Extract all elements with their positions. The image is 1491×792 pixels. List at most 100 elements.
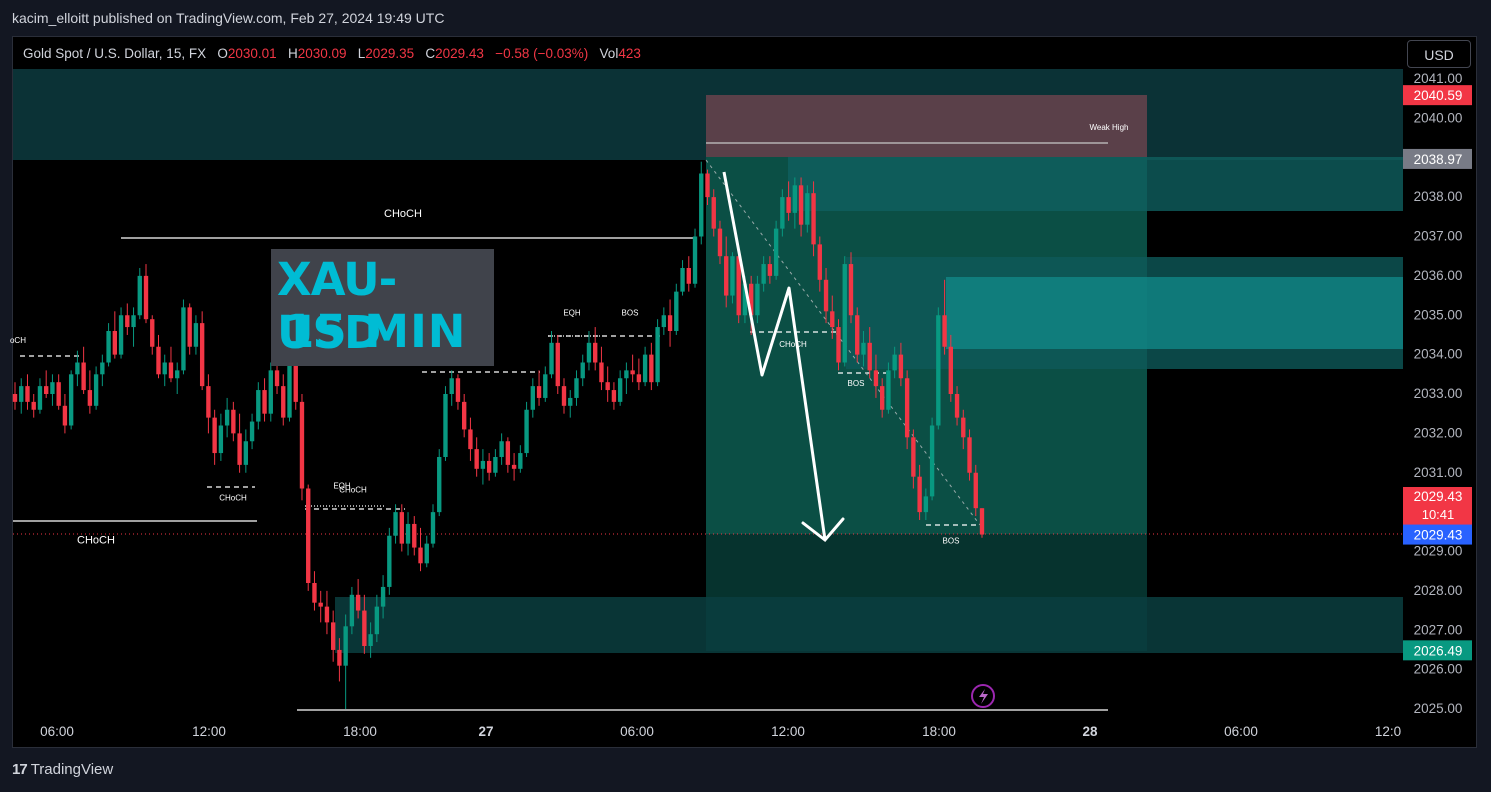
candle-body [848, 264, 854, 316]
candle-body [755, 283, 760, 316]
candle-body [68, 374, 74, 426]
annotation-label: EQH [333, 482, 351, 491]
annotation-label: CHoCH [77, 535, 115, 547]
y-tick-label: 2041.00 [1414, 71, 1463, 86]
candle-body [898, 354, 904, 379]
candle-body [642, 354, 648, 383]
candle-body [798, 185, 804, 225]
open-label: O [217, 46, 228, 61]
candle-body [412, 523, 417, 548]
x-tick-label: 06:00 [40, 724, 74, 739]
price-tag [1403, 85, 1472, 106]
candle-body [168, 362, 174, 379]
candle-body [393, 512, 398, 536]
candle-body [380, 586, 386, 607]
y-tick-label: 2036.00 [1414, 268, 1463, 283]
footer-brand[interactable]: 17 TradingView [12, 761, 113, 778]
candle-body [879, 386, 885, 410]
candle-body [680, 268, 685, 292]
candle-body [493, 457, 498, 473]
candle-body [106, 331, 111, 363]
candle-body [474, 449, 479, 469]
y-tick-label: 2031.00 [1414, 465, 1463, 480]
candle-body [549, 342, 554, 375]
candle-body [193, 323, 199, 347]
candle-body [306, 488, 311, 583]
candle-body [580, 362, 585, 379]
candle-body [817, 244, 822, 280]
candle-body [362, 610, 367, 646]
demand-zone-bottom [335, 597, 1403, 653]
price-tag-countdown [1403, 487, 1472, 525]
y-tick-label: 2026.00 [1414, 662, 1463, 677]
candle-body [574, 378, 579, 398]
candle-body [312, 583, 317, 603]
candle-body [62, 405, 68, 426]
price-tag-text: 2029.43 [1414, 489, 1463, 504]
candle-body [118, 315, 124, 355]
candle-body [617, 378, 623, 402]
annotation-label: CHoCH [779, 340, 807, 349]
y-tick-label: 2027.00 [1414, 622, 1463, 637]
x-tick-label: 12:00 [192, 724, 226, 739]
y-tick-label: 2034.00 [1414, 347, 1463, 362]
x-tick-label: 28 [1082, 724, 1098, 739]
candle-body [599, 362, 604, 383]
annotation-label: CHoCH [339, 485, 367, 494]
volume-label: Vol [599, 46, 619, 61]
candle-body [437, 457, 442, 513]
projection-path [722, 171, 827, 541]
candle-body [131, 315, 136, 328]
price-tag-countdown-text: 10:41 [1422, 507, 1455, 522]
title-banner: XAU-USD 15 MIN [271, 249, 494, 366]
candle-body [424, 543, 429, 564]
candle-body [692, 236, 698, 284]
candle-body [711, 197, 716, 229]
lightning-icon[interactable] [971, 684, 995, 708]
candle-body [624, 370, 629, 379]
candle-body [187, 307, 192, 347]
currency-button[interactable]: USD [1407, 40, 1471, 68]
candle-body [480, 460, 486, 469]
candle-body [218, 425, 224, 454]
candle-body [979, 508, 985, 535]
candle-body [873, 370, 879, 387]
candle-body [44, 386, 49, 394]
candle-body [455, 378, 461, 402]
y-tick-label: 2040.00 [1414, 110, 1463, 125]
candle-body [231, 409, 236, 434]
price-tag-text: 2040.59 [1414, 88, 1463, 103]
symbol-name[interactable]: Gold Spot / U.S. Dollar, 15, FX [23, 46, 207, 61]
y-tick-label: 2035.00 [1414, 307, 1463, 322]
x-tick-label: 12:0 [1375, 724, 1401, 739]
banner-symbol: XAU-USD [277, 253, 397, 359]
candle-body [543, 374, 548, 398]
candle-body [175, 370, 180, 379]
candle-body [206, 386, 211, 418]
price-tag-text: 2029.43 [1414, 528, 1463, 543]
arrow-head-icon [801, 517, 845, 543]
candle-body [736, 256, 741, 316]
candle-body [156, 346, 161, 375]
candle-body [324, 606, 330, 623]
candle-body [786, 197, 791, 213]
y-tick-label: 2038.00 [1414, 189, 1463, 204]
x-tick-label: 18:00 [343, 724, 377, 739]
annotation-label: BOS [848, 379, 865, 388]
candle-body [917, 476, 922, 513]
candle-body [19, 386, 24, 402]
candle-body [911, 437, 916, 477]
candle-body [717, 228, 723, 257]
candle-body [923, 496, 929, 513]
annotation-label: oCH [10, 336, 26, 345]
candle-body [287, 362, 292, 418]
y-tick-label: 2032.00 [1414, 425, 1463, 440]
candle-body [936, 315, 941, 426]
annotation-label: EQH [563, 308, 581, 317]
candle-body [742, 283, 748, 316]
annotation-label: CHoCH [219, 493, 247, 502]
candle-body [811, 193, 816, 245]
candle-body [705, 173, 710, 198]
candle-body [830, 311, 835, 328]
